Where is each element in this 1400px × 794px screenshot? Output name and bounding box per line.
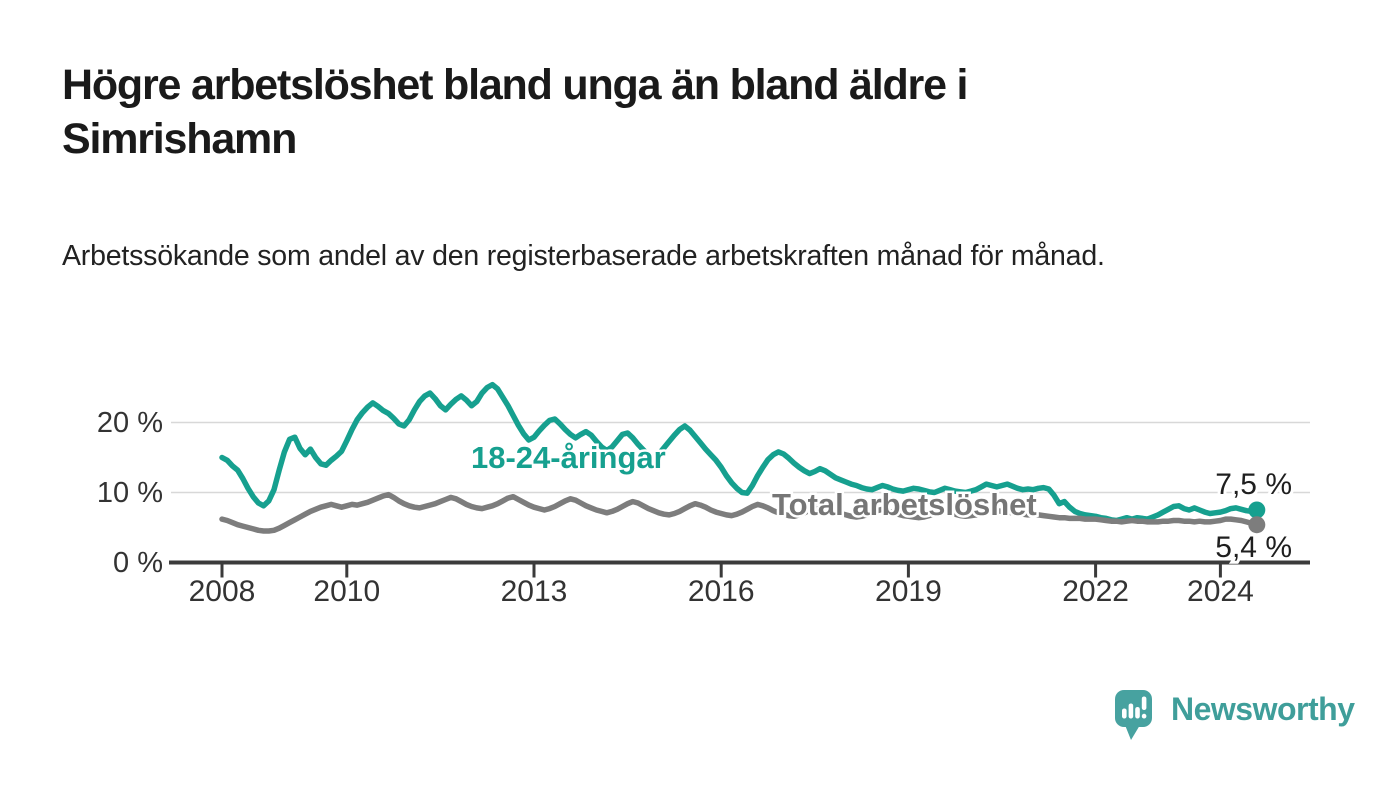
series-end-dots-group xyxy=(1248,501,1266,534)
x-axis-tick-label-2019: 2019 xyxy=(875,575,942,608)
page-title-line1: Högre arbetslöshet bland unga än bland ä… xyxy=(62,61,968,109)
y-axis-tick-label-10: 10 % xyxy=(97,477,163,509)
gridlines-group xyxy=(171,421,1310,494)
series-lines-group xyxy=(219,381,1260,534)
y-axis-tick-label-0: 0 % xyxy=(113,547,163,579)
newsworthy-wordmark: Newsworthy xyxy=(1171,691,1355,727)
series-end-dot-1 xyxy=(1248,516,1266,534)
series-line-0 xyxy=(219,381,1260,524)
x-axis-tick-label-2022: 2022 xyxy=(1062,575,1129,608)
bar-chart-speech-bubble-icon xyxy=(1115,690,1152,740)
end-value-label-youth: 7,5 % xyxy=(1215,468,1292,501)
page-title-line2: Simrishamn xyxy=(62,115,297,164)
series-label-total: Total arbetslöshet xyxy=(772,487,1037,522)
y-axis-tick-label-20: 20 % xyxy=(97,407,163,439)
x-axis-ticks-group: 2008 2010 2013 2016 2019 2022 2024 xyxy=(189,564,1254,608)
chart-subtitle: Arbetssökande som andel av den registerb… xyxy=(62,240,1105,272)
x-axis-tick-label-2024: 2024 xyxy=(1187,575,1254,608)
x-axis-tick-label-2016: 2016 xyxy=(688,575,755,608)
series-line-1 xyxy=(219,491,1260,534)
newsworthy-logo: Newsworthy xyxy=(1114,689,1355,743)
end-value-label-total: 5,4 % xyxy=(1215,531,1292,564)
series-label-youth: 18-24-åringar xyxy=(471,440,666,475)
x-axis-tick-label-2010: 2010 xyxy=(313,575,380,608)
x-axis-tick-label-2008: 2008 xyxy=(189,575,256,608)
page-title: Högre arbetslöshet bland unga än bland ä… xyxy=(62,58,968,166)
x-axis-tick-label-2013: 2013 xyxy=(501,575,568,608)
series-end-dot-0 xyxy=(1248,501,1266,519)
